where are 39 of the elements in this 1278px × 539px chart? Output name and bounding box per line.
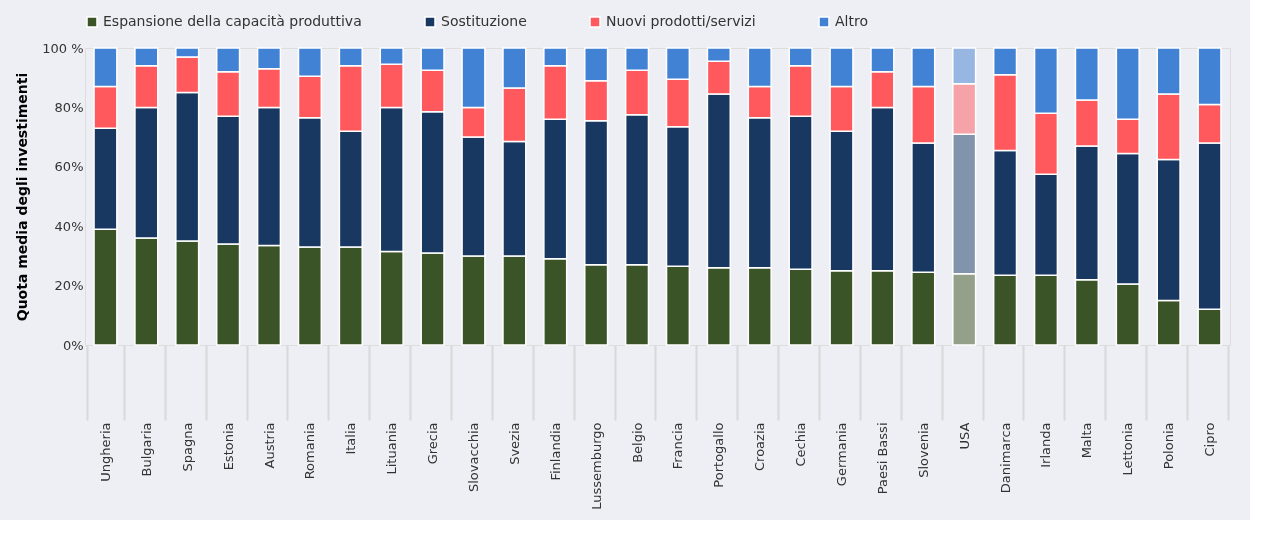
x-tick-label: Estonia bbox=[220, 422, 236, 471]
x-tick-label: Germania bbox=[834, 422, 850, 487]
x-tick-label: Lussemburgo bbox=[588, 422, 604, 510]
x-tick-label: Slovacchia bbox=[465, 422, 481, 493]
x-tick-label: Irlanda bbox=[1038, 422, 1054, 468]
x-tick-label: Bulgaria bbox=[138, 422, 154, 477]
x-tick-label: Lituania bbox=[384, 422, 400, 475]
x-tick-label: USA bbox=[956, 422, 972, 450]
y-axis-title: Quota media degli investimenti bbox=[14, 72, 31, 322]
x-tick-label: Paesi Bassi bbox=[874, 422, 890, 495]
x-tick-label: Belgio bbox=[629, 422, 645, 463]
x-tick-label: Austria bbox=[261, 422, 277, 469]
y-tick-label: 0% bbox=[62, 337, 84, 353]
x-tick-label: Italia bbox=[343, 422, 359, 455]
legend-label: Sostituzione bbox=[441, 13, 527, 29]
y-tick-label: 100 % bbox=[42, 40, 84, 56]
x-tick-label: Spagna bbox=[179, 422, 195, 472]
legend-label: Nuovi prodotti/servizi bbox=[606, 13, 756, 29]
x-tick-label: Danimarca bbox=[997, 422, 1013, 494]
x-tick-label: Francia bbox=[670, 422, 686, 470]
legend-label: Altro bbox=[835, 13, 868, 29]
x-tick-label: Croazia bbox=[752, 422, 768, 471]
x-tick-label: Romania bbox=[302, 422, 318, 480]
x-tick-label: Grecia bbox=[425, 422, 441, 465]
x-tick-label: Cechia bbox=[793, 422, 809, 467]
x-tick-label: Finlandia bbox=[547, 422, 563, 481]
x-tick-label: Polonia bbox=[1161, 422, 1177, 470]
y-tick-label: 80% bbox=[54, 99, 84, 115]
x-tick-label: Slovenia bbox=[915, 422, 931, 478]
x-tick-label: Lettonia bbox=[1120, 422, 1136, 476]
x-tick-label: Cipro bbox=[1202, 422, 1218, 457]
legend-label: Espansione della capacità produttiva bbox=[103, 13, 362, 29]
y-tick-label: 60% bbox=[54, 159, 84, 175]
y-tick-label: 40% bbox=[54, 218, 84, 234]
x-tick-label: Ungheria bbox=[97, 422, 113, 482]
x-tick-label: Svezia bbox=[506, 422, 522, 465]
x-tick-label: Malta bbox=[1079, 422, 1095, 459]
y-tick-label: 20% bbox=[54, 278, 84, 294]
x-tick-label: Portogallo bbox=[711, 422, 727, 488]
